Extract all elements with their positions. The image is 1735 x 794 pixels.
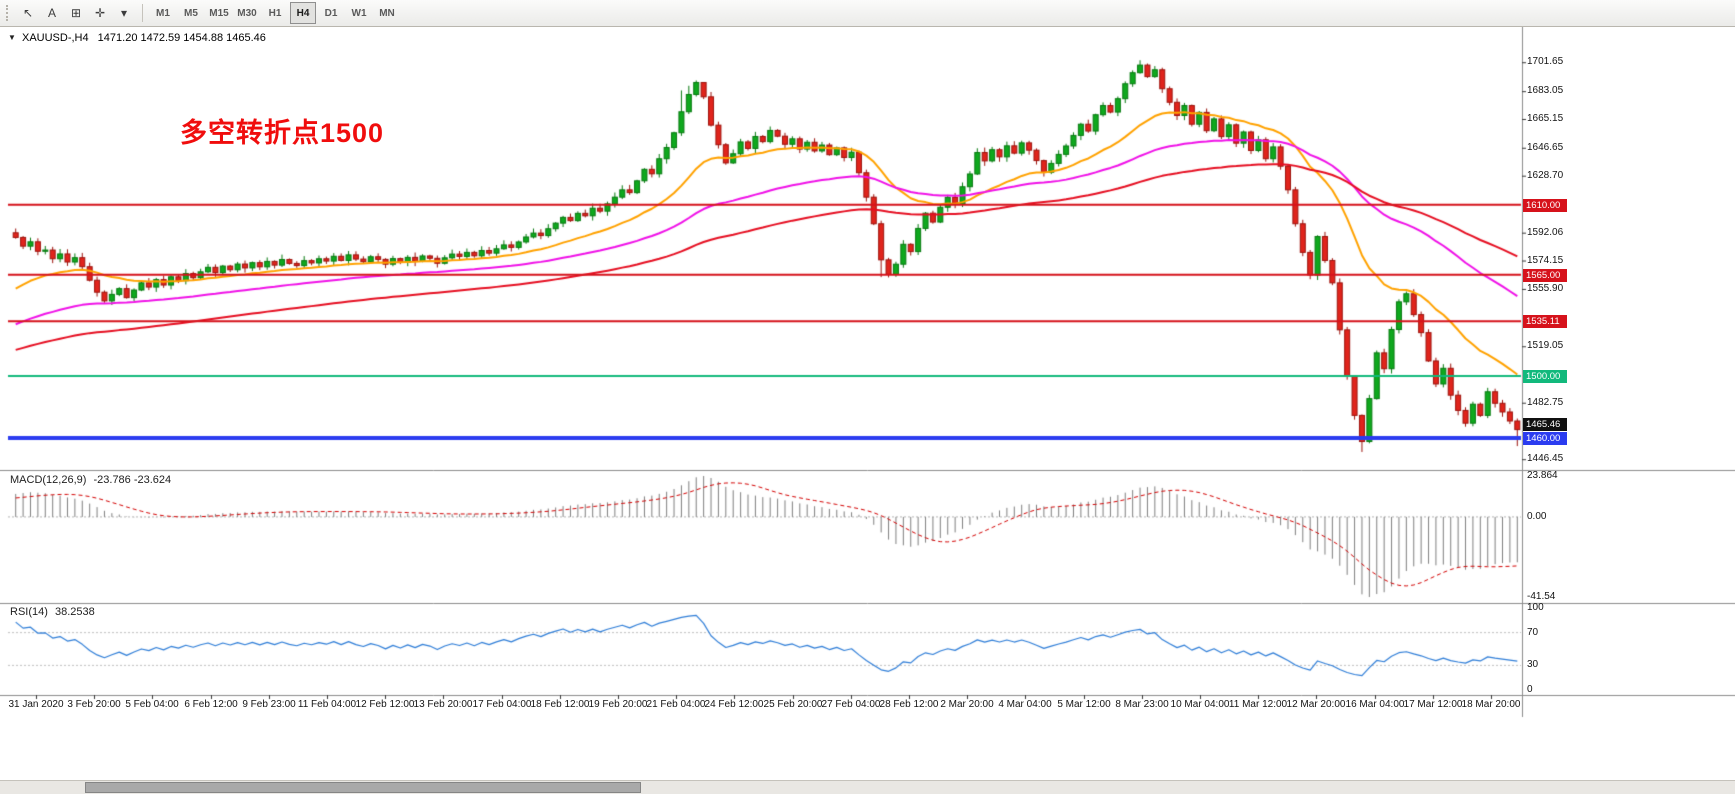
timeframe-button-m1[interactable]: M1 — [156, 7, 170, 19]
toolbar-grip[interactable] — [6, 5, 12, 21]
price-chart-canvas[interactable] — [0, 27, 1735, 794]
timeframe-button-m30[interactable]: M30 — [237, 7, 257, 19]
pointer-tool-button[interactable]: ↖ — [22, 6, 34, 20]
toolbar-separator — [142, 4, 143, 22]
text-tool-button[interactable]: A — [47, 6, 56, 20]
horizontal-scrollbar[interactable] — [0, 780, 1735, 794]
drawing-tools-group: ↖ A ⊞ ✛ ▾ — [16, 2, 136, 24]
timeframe-button-h4[interactable]: H4 — [290, 2, 316, 24]
scrollbar-thumb[interactable] — [85, 782, 641, 793]
chart-window: ▼ XAUUSD-,H4 1471.20 1472.59 1454.88 146… — [0, 27, 1735, 794]
timeframes-group: M1 M5 M15 M30 H1 H4 D1 W1 MN — [149, 2, 401, 24]
timeframe-button-m15[interactable]: M15 — [209, 7, 229, 19]
shapes-tool-button[interactable]: ⊞ — [70, 6, 82, 20]
timeframe-button-h1[interactable]: H1 — [268, 7, 282, 19]
timeframe-button-w1[interactable]: W1 — [351, 7, 367, 19]
top-toolbar: ↖ A ⊞ ✛ ▾ M1 M5 M15 M30 H1 H4 D1 W1 MN — [0, 0, 1735, 27]
crosshair-tool-button[interactable]: ✛ — [94, 6, 106, 20]
timeframe-button-d1[interactable]: D1 — [324, 7, 338, 19]
timeframe-button-mn[interactable]: MN — [379, 7, 395, 19]
tool-dropdown-button[interactable]: ▾ — [120, 6, 128, 20]
timeframe-button-m5[interactable]: M5 — [184, 7, 198, 19]
